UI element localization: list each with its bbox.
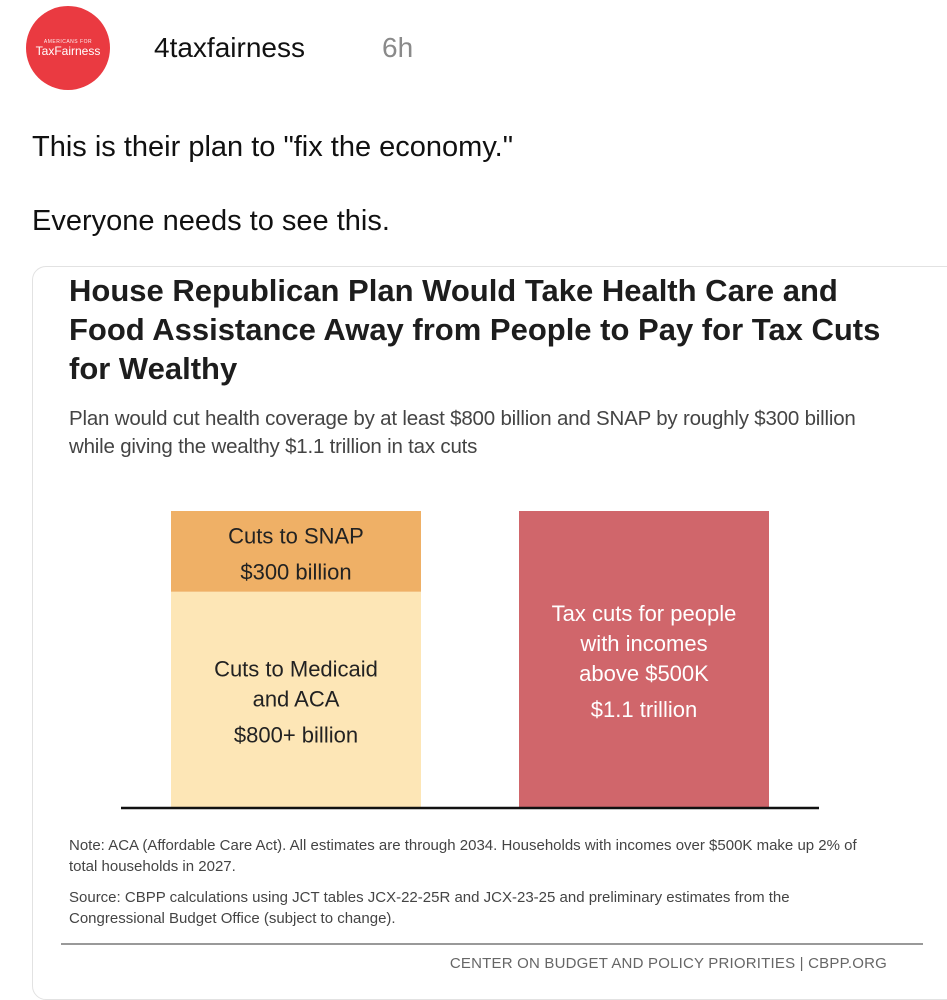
chart-subtitle: Plan would cut health coverage by at lea… <box>69 407 856 458</box>
chart-title: House Republican Plan Would Take Health … <box>69 273 881 386</box>
username[interactable]: 4taxfairness <box>154 32 305 63</box>
post-header: AMERICANS FOR TaxFairness 4taxfairness 6… <box>26 6 926 90</box>
post-text-line-2: Everyone needs to see this. <box>32 205 390 237</box>
bar-label: and ACA <box>253 686 340 711</box>
avatar-small-text: AMERICANS FOR <box>43 38 93 45</box>
bar-label: Tax cuts for people <box>552 601 737 626</box>
data-label: $1.1 trillion <box>591 697 697 722</box>
credit-line: CENTER ON BUDGET AND POLICY PRIORITIES |… <box>449 955 887 972</box>
divider <box>61 943 923 945</box>
bar-label: with incomes <box>579 631 707 656</box>
avatar[interactable]: AMERICANS FOR TaxFairness <box>26 6 110 90</box>
data-label: $300 billion <box>240 559 351 584</box>
data-label: $800+ billion <box>234 722 358 747</box>
bar-segment <box>519 511 769 807</box>
chart-source: Source: CBPP calculations using JCT tabl… <box>69 889 790 927</box>
bar-label: above $500K <box>579 661 709 686</box>
bar-label: Cuts to Medicaid <box>214 656 378 681</box>
avatar-brand-text: TaxFairness <box>35 43 101 58</box>
post-text-line-1: This is their plan to "fix the economy." <box>32 131 514 163</box>
bar-segment <box>171 511 421 592</box>
timestamp: 6h <box>382 32 414 63</box>
bar-label: Cuts to SNAP <box>228 523 364 548</box>
bar-segment <box>171 591 421 807</box>
bar-chart: Cuts to Medicaid and ACA $800+ billion Cuts… <box>121 511 819 810</box>
chart-note: Note: ACA (Affordable Care Act). All est… <box>69 837 857 875</box>
attached-image-card[interactable]: House Republican Plan Would Take Health … <box>32 266 947 1000</box>
